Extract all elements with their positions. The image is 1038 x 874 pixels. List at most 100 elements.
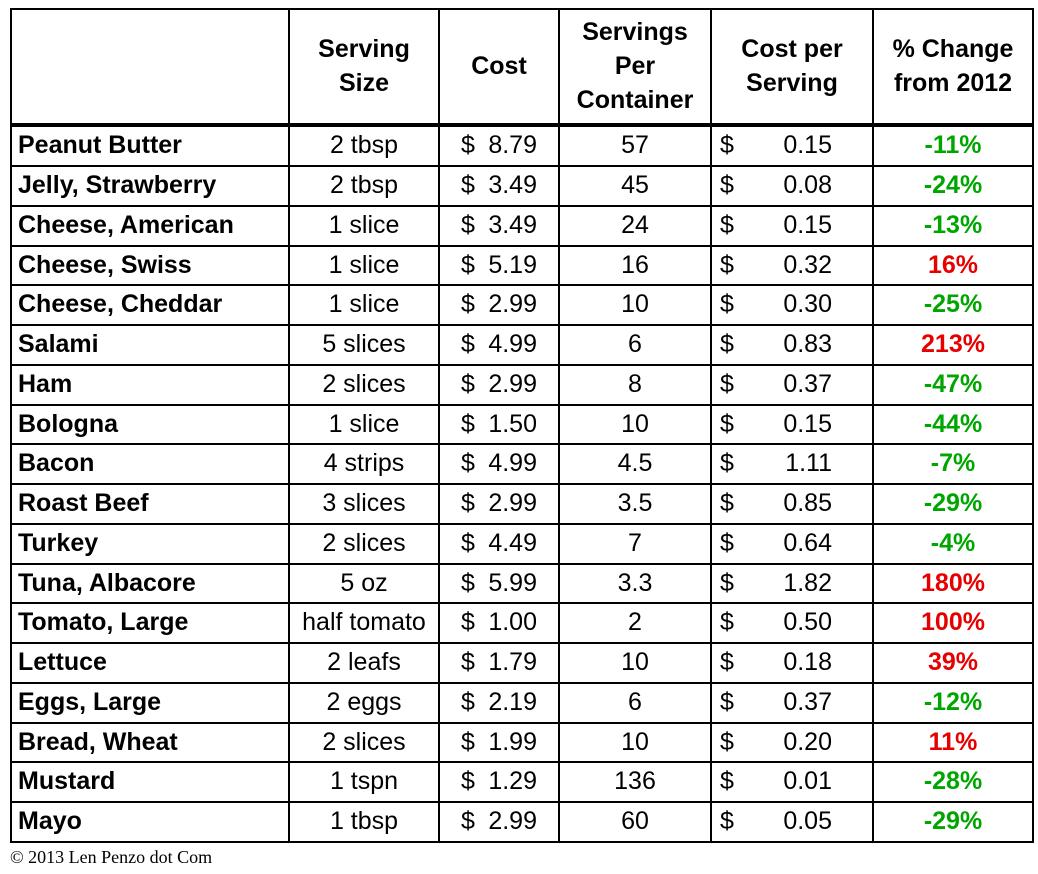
cell-name: Roast Beef [11, 484, 289, 524]
cell-cost-per-serving: $0.20 [711, 723, 873, 763]
cell-serving-size: 1 slice [289, 285, 439, 325]
cost-per-serving-value: 0.83 [734, 328, 866, 362]
cost-per-serving-value: 0.32 [734, 249, 866, 283]
cell-cost-per-serving: $0.15 [711, 125, 873, 166]
cell-cost-per-serving: $0.15 [711, 405, 873, 445]
cell-cost-per-serving: $0.05 [711, 802, 873, 842]
cell-serving-size: 2 slices [289, 524, 439, 564]
cost-value: 2.99 [479, 487, 537, 521]
cell-servings-per-container: 3.3 [559, 564, 711, 604]
cell-name: Bacon [11, 444, 289, 484]
cell-pct-change: -28% [873, 762, 1033, 802]
cost-value: 2.19 [479, 686, 537, 720]
cell-cost: $5.19 [439, 246, 559, 286]
cost-value: 2.99 [479, 368, 537, 402]
cost-per-serving-value: 0.18 [734, 646, 866, 680]
cell-serving-size: 2 tbsp [289, 125, 439, 166]
col-spc: Servings Per Container [559, 9, 711, 125]
cell-cost: $3.49 [439, 166, 559, 206]
col-name [11, 9, 289, 125]
table-row: Cheese, Swiss1 slice$5.1916$0.3216% [11, 246, 1033, 286]
currency-symbol: $ [461, 447, 479, 481]
cell-cost-per-serving: $0.83 [711, 325, 873, 365]
currency-symbol: $ [461, 487, 479, 521]
table-row: Salami5 slices$4.996$0.83213% [11, 325, 1033, 365]
cell-pct-change: -47% [873, 365, 1033, 405]
currency-symbol: $ [718, 686, 734, 720]
cell-pct-change: -12% [873, 683, 1033, 723]
table-row: Roast Beef3 slices$2.993.5$0.85-29% [11, 484, 1033, 524]
currency-symbol: $ [718, 527, 734, 561]
table-row: Eggs, Large2 eggs$2.196$0.37-12% [11, 683, 1033, 723]
cell-servings-per-container: 4.5 [559, 444, 711, 484]
cell-cost: $1.00 [439, 603, 559, 643]
cost-value: 1.79 [479, 646, 537, 680]
cost-value: 1.50 [479, 408, 537, 442]
currency-symbol: $ [718, 765, 734, 799]
cell-pct-change: 16% [873, 246, 1033, 286]
cell-servings-per-container: 10 [559, 285, 711, 325]
currency-symbol: $ [718, 726, 734, 760]
cost-value: 3.49 [479, 209, 537, 243]
cell-serving-size: 1 slice [289, 246, 439, 286]
cell-serving-size: half tomato [289, 603, 439, 643]
cell-cost: $1.79 [439, 643, 559, 683]
cost-value: 2.99 [479, 805, 537, 839]
cell-servings-per-container: 10 [559, 723, 711, 763]
cell-servings-per-container: 2 [559, 603, 711, 643]
cell-name: Turkey [11, 524, 289, 564]
cell-cost-per-serving: $0.15 [711, 206, 873, 246]
cell-name: Jelly, Strawberry [11, 166, 289, 206]
cost-per-serving-value: 0.01 [734, 765, 866, 799]
cost-value: 3.49 [479, 169, 537, 203]
cell-cost: $2.99 [439, 802, 559, 842]
table-row: Bread, Wheat2 slices$1.9910$0.2011% [11, 723, 1033, 763]
cell-name: Bologna [11, 405, 289, 445]
cell-serving-size: 1 slice [289, 206, 439, 246]
cell-pct-change: -24% [873, 166, 1033, 206]
cell-name: Tomato, Large [11, 603, 289, 643]
cell-pct-change: -13% [873, 206, 1033, 246]
cell-serving-size: 4 strips [289, 444, 439, 484]
table-row: Cheese, Cheddar1 slice$2.9910$0.30-25% [11, 285, 1033, 325]
cell-cost: $1.50 [439, 405, 559, 445]
cost-value: 4.99 [479, 328, 537, 362]
cell-serving-size: 5 oz [289, 564, 439, 604]
currency-symbol: $ [461, 567, 479, 601]
currency-symbol: $ [461, 765, 479, 799]
cell-pct-change: 100% [873, 603, 1033, 643]
cell-cost-per-serving: $0.32 [711, 246, 873, 286]
cell-serving-size: 2 slices [289, 723, 439, 763]
cell-name: Lettuce [11, 643, 289, 683]
currency-symbol: $ [461, 805, 479, 839]
cell-cost-per-serving: $0.37 [711, 365, 873, 405]
cell-cost-per-serving: $0.08 [711, 166, 873, 206]
cell-cost: $1.29 [439, 762, 559, 802]
cell-servings-per-container: 10 [559, 405, 711, 445]
cost-value: 5.19 [479, 249, 537, 283]
cost-per-serving-value: 0.64 [734, 527, 866, 561]
cell-servings-per-container: 136 [559, 762, 711, 802]
cost-per-serving-value: 0.15 [734, 408, 866, 442]
cell-serving-size: 2 eggs [289, 683, 439, 723]
cell-cost: $1.99 [439, 723, 559, 763]
table-row: Mayo1 tbsp$2.9960$0.05-29% [11, 802, 1033, 842]
cell-name: Salami [11, 325, 289, 365]
currency-symbol: $ [461, 726, 479, 760]
cell-servings-per-container: 16 [559, 246, 711, 286]
cell-pct-change: -44% [873, 405, 1033, 445]
cell-serving-size: 2 leafs [289, 643, 439, 683]
cell-serving-size: 3 slices [289, 484, 439, 524]
cell-name: Mayo [11, 802, 289, 842]
cell-pct-change: 213% [873, 325, 1033, 365]
cell-cost: $4.49 [439, 524, 559, 564]
cell-servings-per-container: 10 [559, 643, 711, 683]
cell-cost: $2.99 [439, 285, 559, 325]
cost-per-serving-value: 1.11 [734, 447, 866, 481]
cell-serving-size: 1 tbsp [289, 802, 439, 842]
cell-name: Mustard [11, 762, 289, 802]
currency-symbol: $ [718, 606, 734, 640]
table-row: Jelly, Strawberry2 tbsp$3.4945$0.08-24% [11, 166, 1033, 206]
cell-cost-per-serving: $1.11 [711, 444, 873, 484]
cell-name: Ham [11, 365, 289, 405]
